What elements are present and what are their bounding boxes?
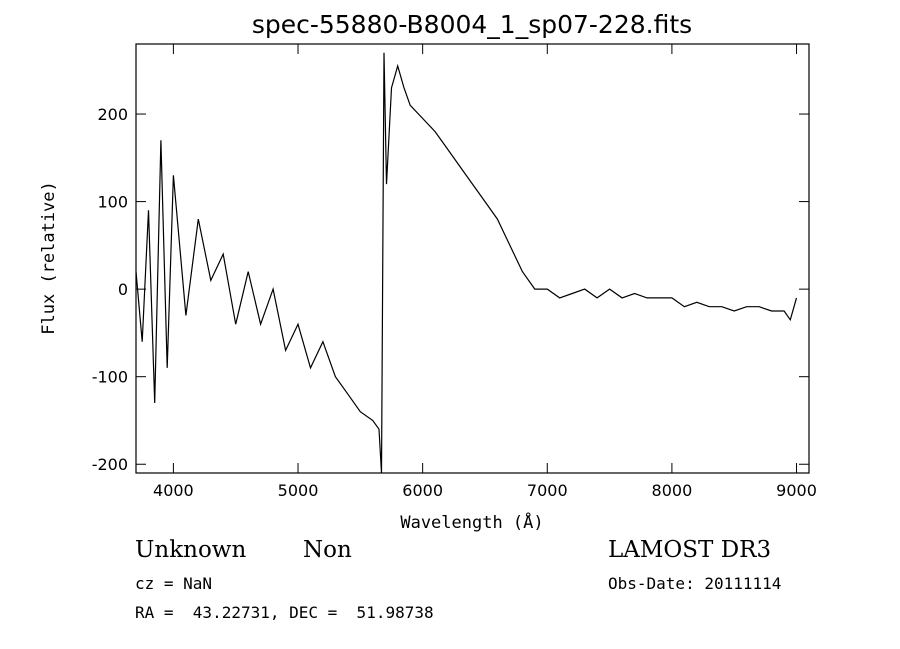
axis-ticks: 4000 5000 6000 7000 8000 9000 -200 -100 0 100 200 <box>92 44 817 500</box>
x-axis-label: Wavelength (Å) <box>400 511 543 533</box>
survey-name: LAMOST DR3 <box>608 537 772 563</box>
spectrum-line <box>135 52 798 474</box>
x-tick-label: 9000 <box>776 481 817 500</box>
x-tick-label: 8000 <box>652 481 693 500</box>
chart-title: spec-55880-B8004_1_sp07-228.fits <box>252 10 692 39</box>
x-tick-label: 5000 <box>278 481 319 500</box>
y-tick-label: -100 <box>92 368 128 387</box>
plot-frame <box>135 43 810 474</box>
coordinates-text: RA = 43.22731, DEC = 51.98738 <box>135 603 434 622</box>
spectral-class: Unknown <box>135 537 247 563</box>
obs-date: Obs-Date: 20111114 <box>608 574 782 593</box>
x-tick-label: 4000 <box>153 481 194 500</box>
y-tick-label: 200 <box>97 105 128 124</box>
y-tick-label: 0 <box>118 280 128 299</box>
y-tick-label: 100 <box>97 193 128 212</box>
spectral-subclass: Non <box>303 537 352 563</box>
redshift-text: cz = NaN <box>135 574 213 593</box>
series-layer <box>135 52 798 474</box>
y-tick-label: -200 <box>92 455 128 474</box>
y-axis-label: Flux (relative) <box>39 181 59 335</box>
x-tick-label: 7000 <box>527 481 568 500</box>
x-tick-label: 6000 <box>402 481 443 500</box>
